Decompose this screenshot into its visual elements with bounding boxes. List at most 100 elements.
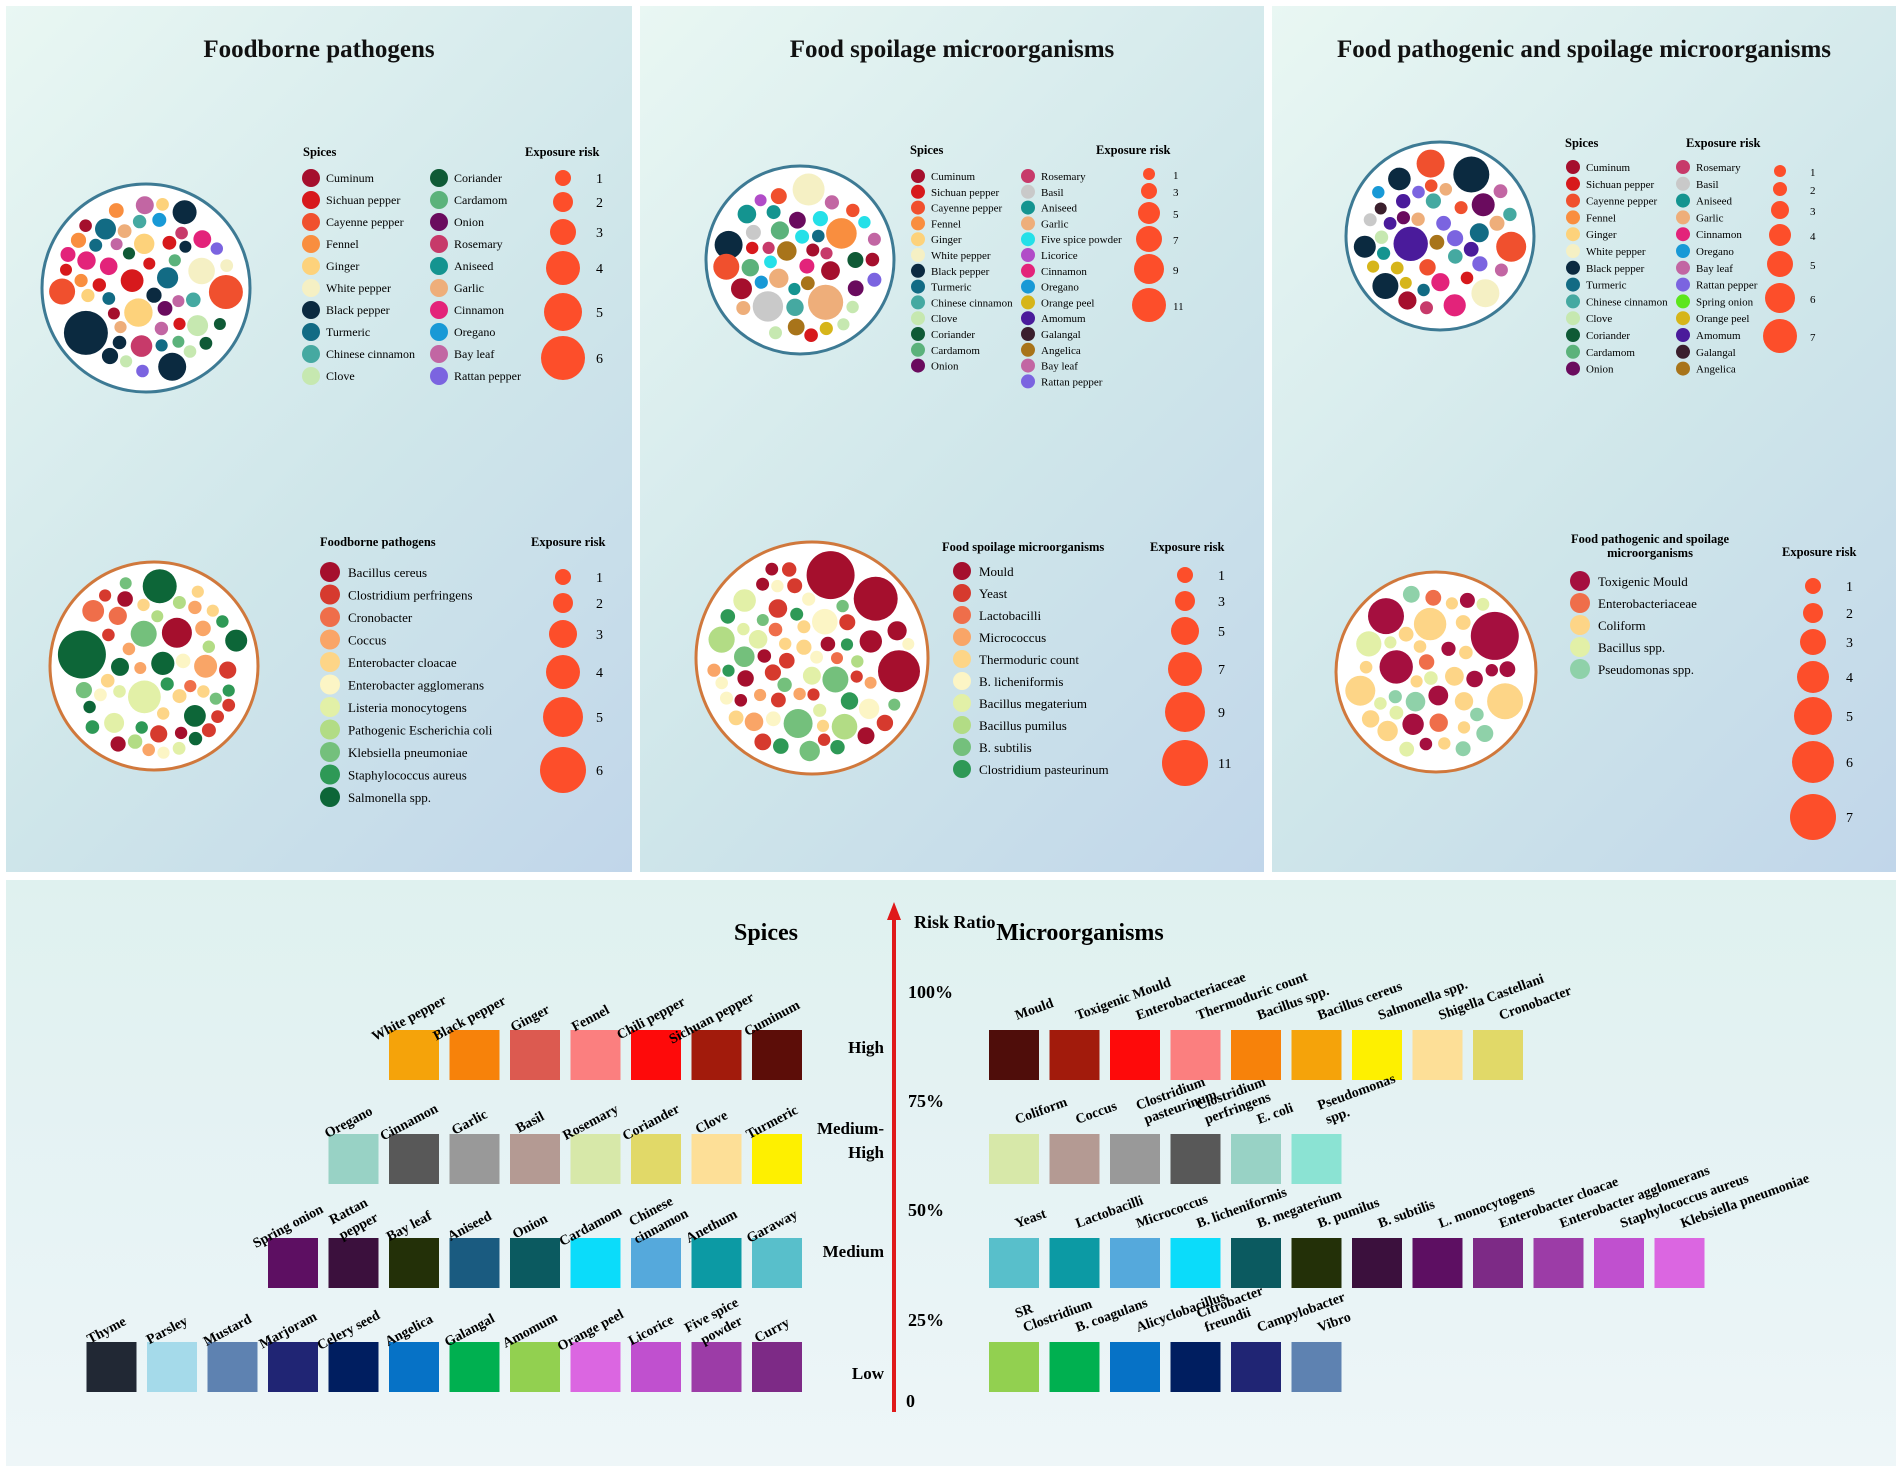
bubble <box>60 247 76 262</box>
bubble <box>1393 226 1428 261</box>
bubble <box>1388 167 1411 191</box>
risk-tile-curry <box>752 1342 802 1392</box>
legend-swatch-amomum <box>1021 311 1035 326</box>
bubble <box>213 318 226 330</box>
bubble <box>746 241 759 255</box>
bubble <box>1419 737 1433 751</box>
legend-swatch-bacillus-pumilus <box>953 716 971 734</box>
legend-swatch-cardamom <box>911 342 925 357</box>
bubble <box>765 711 781 727</box>
bubble <box>75 682 92 699</box>
risk-size-value: 9 <box>1173 265 1179 277</box>
bubble <box>728 710 744 726</box>
bubble <box>757 649 772 663</box>
risk-size-value: 1 <box>1218 569 1225 584</box>
bubble <box>1441 641 1456 656</box>
bubble <box>135 196 154 215</box>
risk-size-bubble <box>1765 283 1795 313</box>
risk-tile-clostridium-pasteurinum <box>1110 1134 1160 1184</box>
legend-swatch-amomum <box>1676 328 1690 342</box>
bubble <box>708 626 735 653</box>
legend-swatch-b-licheniformis <box>953 672 971 690</box>
bubble-charts-foodborne: Spices Cuminum Sichuan pepper Cayenne peppe… <box>40 145 605 807</box>
bubble <box>150 725 168 743</box>
bubble <box>797 620 811 634</box>
bubble <box>211 710 225 723</box>
bubble <box>804 328 818 343</box>
bubble <box>74 273 88 288</box>
risk-size-value: 3 <box>1173 187 1179 199</box>
risk-size-value: 6 <box>1846 756 1853 771</box>
risk-tile-b-subtilis <box>1352 1238 1402 1288</box>
bubble <box>142 569 177 604</box>
legend-label-chinese-cinnamon: Chinese cinnamon <box>1586 296 1668 308</box>
bubble <box>1398 291 1417 310</box>
legend-swatch-enterobacter-cloacae <box>320 652 340 672</box>
risk-size-bubble <box>544 293 582 331</box>
legend-swatch-fennel <box>911 216 925 231</box>
bubble <box>92 278 107 292</box>
legend-label-white-pepper: White pepper <box>1586 246 1646 258</box>
bubble <box>1420 301 1433 315</box>
legend-swatch-oregano <box>1676 244 1690 258</box>
bubble <box>1503 207 1517 222</box>
risk-tile-cronobacter <box>1473 1030 1523 1080</box>
bubble <box>1431 273 1450 292</box>
panel-title: Food spoilage microorganisms <box>789 36 1115 63</box>
risk-tile-chinese-cinnamon <box>631 1238 681 1288</box>
bubble <box>1390 261 1404 275</box>
bubble <box>748 630 768 649</box>
legend-swatch-bacillus-cereus <box>320 562 340 582</box>
bubble <box>731 278 752 300</box>
legend-label-fennel: Fennel <box>931 218 961 230</box>
bubble <box>158 352 187 381</box>
risk-tile-salmonella-spp <box>1352 1030 1402 1080</box>
tile-label-coccus: Coccus <box>1074 1099 1120 1128</box>
legend-swatch-cinnamon <box>430 301 448 319</box>
tile-label-mould: Mould <box>1013 996 1056 1024</box>
legend-label-cardamom: Cardamom <box>931 345 980 357</box>
bubble <box>1410 675 1423 688</box>
risk-size-bubble <box>1774 165 1786 177</box>
bubble <box>114 321 127 334</box>
bubble <box>1436 215 1451 231</box>
legend-swatch-thermoduric-count <box>953 650 971 668</box>
legend-swatch-angelica <box>1676 361 1690 376</box>
legend-swatch-turmeric <box>302 323 320 341</box>
bubble <box>813 703 827 717</box>
legend-label-clostridium-perfringens: Clostridium perfringens <box>348 588 473 603</box>
risk-size-value: 3 <box>1846 636 1853 651</box>
legend-label-oregano: Oregano <box>454 325 495 339</box>
bubble <box>179 240 192 253</box>
legend-swatch-aniseed <box>1676 193 1690 208</box>
legend-swatch-rosemary <box>1676 160 1690 174</box>
bubble <box>1413 640 1427 653</box>
bubble <box>101 347 119 365</box>
legend-label-garlic: Garlic <box>1696 212 1724 224</box>
legend-label-ginger: Ginger <box>1586 229 1617 241</box>
legend-label-oregano: Oregano <box>1041 282 1079 294</box>
risk-size-value: 7 <box>1173 235 1179 247</box>
bubble <box>99 589 112 602</box>
bubble <box>172 741 186 755</box>
legend-swatch-turmeric <box>911 279 925 294</box>
legend-swatch-galangal <box>1021 327 1035 341</box>
legend-swatch-rattan-pepper <box>1021 374 1035 389</box>
legend-label-b-licheniformis: B. licheniformis <box>979 674 1064 689</box>
bubble <box>197 685 210 698</box>
risk-size-value: 2 <box>596 597 603 612</box>
risk-tile-coccus <box>1049 1134 1100 1184</box>
bubble <box>820 636 836 652</box>
legend-label-amomum: Amomum <box>1041 313 1086 325</box>
legend-label-angelica: Angelica <box>1041 345 1081 357</box>
legend-label-five-spice-powder: Five spice powder <box>1041 234 1122 246</box>
risk-size-value: 2 <box>596 196 603 211</box>
legend-label-lactobacilli: Lactobacilli <box>979 608 1041 623</box>
bubble <box>122 247 136 260</box>
legend-swatch-rosemary <box>430 235 448 253</box>
risk-tile-pseudomonas-spp <box>1291 1134 1342 1184</box>
risk-size-bubble <box>550 219 576 245</box>
bubble <box>155 339 168 352</box>
bubble <box>134 662 147 674</box>
legend-swatch-garlic <box>1021 216 1035 231</box>
